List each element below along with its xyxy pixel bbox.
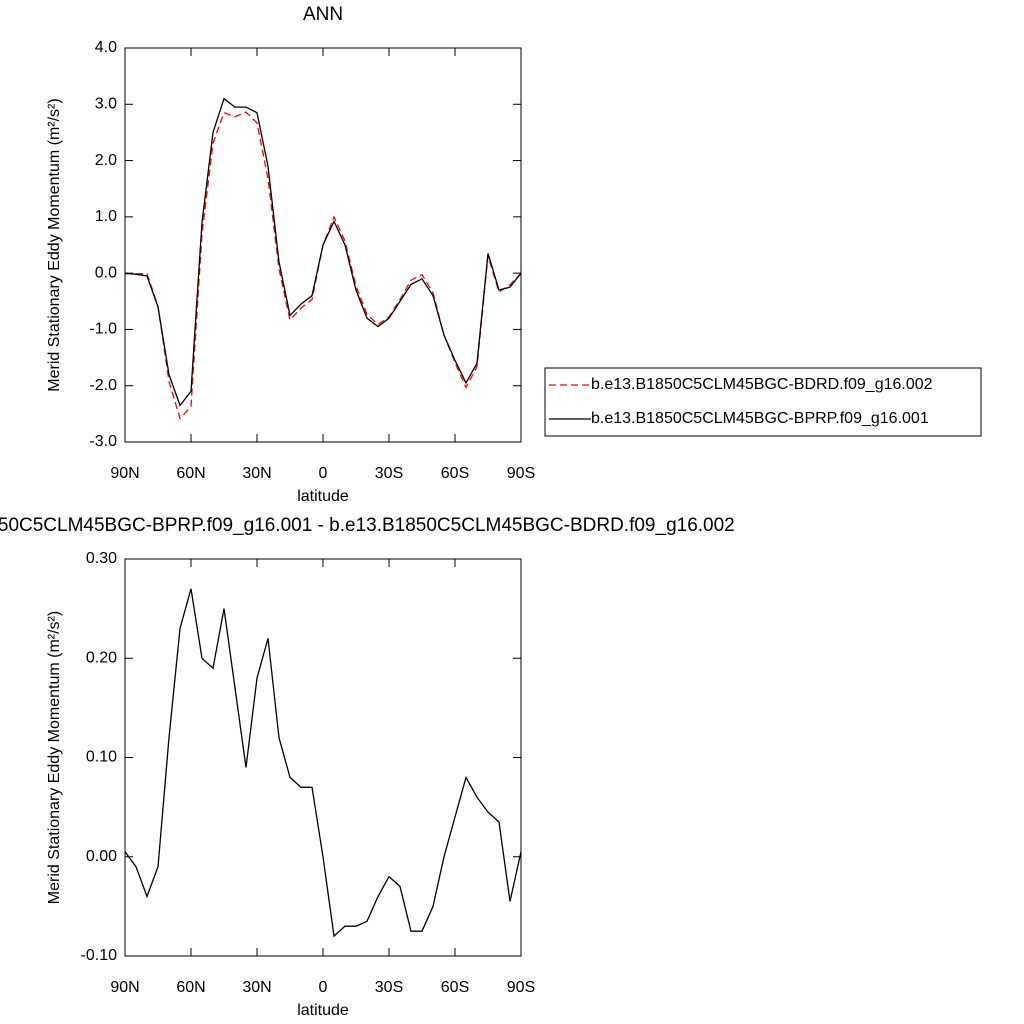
data-line: [124, 97, 522, 407]
x-tick-label: 60N: [176, 465, 205, 482]
y-tick-label: 0.00: [86, 848, 117, 865]
x-tick-label: 90N: [110, 465, 139, 482]
y-tick-label: 3.0: [95, 96, 117, 113]
y-tick-label: 0.10: [86, 749, 117, 766]
chart-title: b.e13.B1850C5CLM45BGC-BPRP.f09_g16.001 -…: [0, 515, 735, 536]
x-tick-label: 30S: [375, 979, 403, 996]
x-tick-label: 60N: [176, 979, 205, 996]
x-tick-label: 30N: [242, 465, 271, 482]
y-tick-label: -3.0: [89, 433, 117, 450]
x-tick-label: 90S: [507, 979, 535, 996]
x-tick-label: 90N: [110, 979, 139, 996]
x-tick-label: 30N: [242, 979, 271, 996]
x-axis-label: latitude: [297, 1002, 349, 1019]
chart-title: ANN: [303, 4, 343, 25]
y-tick-label: -1.0: [89, 321, 117, 338]
legend-box: [544, 367, 982, 437]
plot-frame: [124, 558, 522, 957]
y-tick-label: 2.0: [95, 152, 117, 169]
y-tick-label: 0.30: [86, 550, 117, 567]
x-tick-label: 60S: [441, 465, 469, 482]
legend: b.e13.B1850C5CLM45BGC-BDRD.f09_g16.002 b.…: [544, 367, 982, 437]
x-tick-label: 0: [319, 465, 328, 482]
y-axis-label: Merid Stationary Eddy Momentum (m²/s²): [46, 98, 63, 391]
y-tick-label: 0.0: [95, 264, 117, 281]
y-axis-label: Merid Stationary Eddy Momentum (m²/s²): [46, 611, 63, 904]
y-tick-label: 4.0: [95, 39, 117, 56]
x-tick-label: 90S: [507, 465, 535, 482]
x-tick-label: 60S: [441, 979, 469, 996]
y-tick-label: 1.0: [95, 208, 117, 225]
data-line: [124, 588, 522, 938]
x-axis-label: latitude: [297, 488, 349, 505]
x-tick-label: 0: [319, 979, 328, 996]
legend-label: b.e13.B1850C5CLM45BGC-BPRP.f09_g16.001: [591, 410, 929, 427]
x-tick-label: 30S: [375, 465, 403, 482]
legend-label: b.e13.B1850C5CLM45BGC-BDRD.f09_g16.002: [591, 376, 933, 393]
y-tick-label: -2.0: [89, 377, 117, 394]
y-tick-label: 0.20: [86, 649, 117, 666]
y-tick-label: -0.10: [81, 947, 118, 964]
